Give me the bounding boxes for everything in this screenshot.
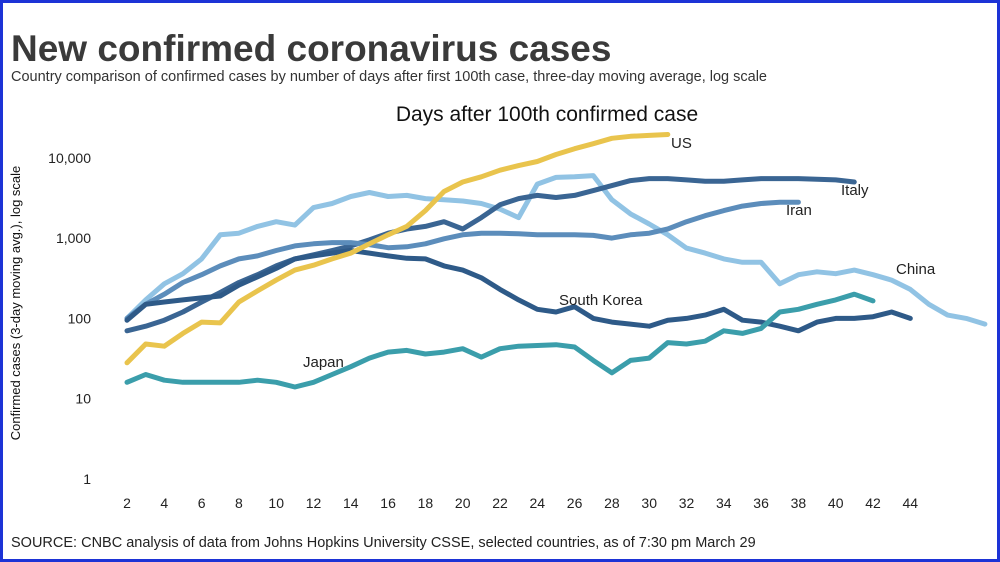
series-label-iran: Iran [786,202,812,219]
series-line-south-korea [124,248,913,334]
x-tick-label: 44 [903,495,919,511]
y-tick-label: 1,000 [56,230,91,246]
series-line-japan [124,291,876,390]
series-labels: China Italy Iran South Korea US Japan [303,135,936,371]
x-tick-label: 32 [679,495,695,511]
x-tick-label: 22 [492,495,508,511]
x-tick-label: 38 [791,495,807,511]
x-tick-label: 16 [380,495,396,511]
y-tick-label: 10 [75,391,91,407]
x-tick-label: 4 [160,495,168,511]
series-line-china [124,173,988,327]
x-tick-label: 18 [418,495,434,511]
series-line-us [124,132,671,366]
x-tick-label: 34 [716,495,732,511]
chart-subtitle: Country comparison of confirmed cases by… [11,69,767,85]
y-axis-label: Confirmed cases (3-day moving avg.), log… [8,166,23,441]
y-axis-ticks: 1 10 100 1,000 10,000 [48,150,91,487]
x-axis-ticks: 2 4 6 8 10 12 14 16 18 20 22 24 26 28 30 32 34 36 38 40 42 44 [123,495,918,511]
series-label-italy: Italy [841,182,869,199]
series-lines [124,132,988,390]
source-note: SOURCE: CNBC analysis of data from Johns… [11,535,756,551]
x-tick-label: 6 [198,495,206,511]
x-tick-label: 36 [753,495,769,511]
x-tick-label: 10 [268,495,284,511]
y-tick-label: 10,000 [48,150,91,166]
x-tick-label: 14 [343,495,359,511]
line-chart: Days after 100th confirmed case Confirme… [8,103,988,511]
x-tick-label: 42 [865,495,881,511]
x-tick-label: 20 [455,495,471,511]
x-tick-label: 8 [235,495,243,511]
plot-title: Days after 100th confirmed case [396,103,698,126]
y-tick-label: 1 [83,471,91,487]
x-tick-label: 40 [828,495,844,511]
x-tick-label: 24 [530,495,546,511]
x-tick-label: 2 [123,495,131,511]
series-label-us: US [671,135,692,152]
series-label-china: China [896,261,936,278]
chart-frame: New confirmed coronavirus cases Country … [3,3,997,559]
x-tick-label: 28 [604,495,620,511]
series-label-south-korea: South Korea [559,292,643,309]
x-tick-label: 26 [567,495,583,511]
chart-title: New confirmed coronavirus cases [11,28,612,69]
x-tick-label: 30 [641,495,657,511]
y-tick-label: 100 [68,310,92,326]
series-line-iran [124,199,801,321]
x-tick-label: 12 [306,495,322,511]
series-label-japan: Japan [303,354,344,371]
